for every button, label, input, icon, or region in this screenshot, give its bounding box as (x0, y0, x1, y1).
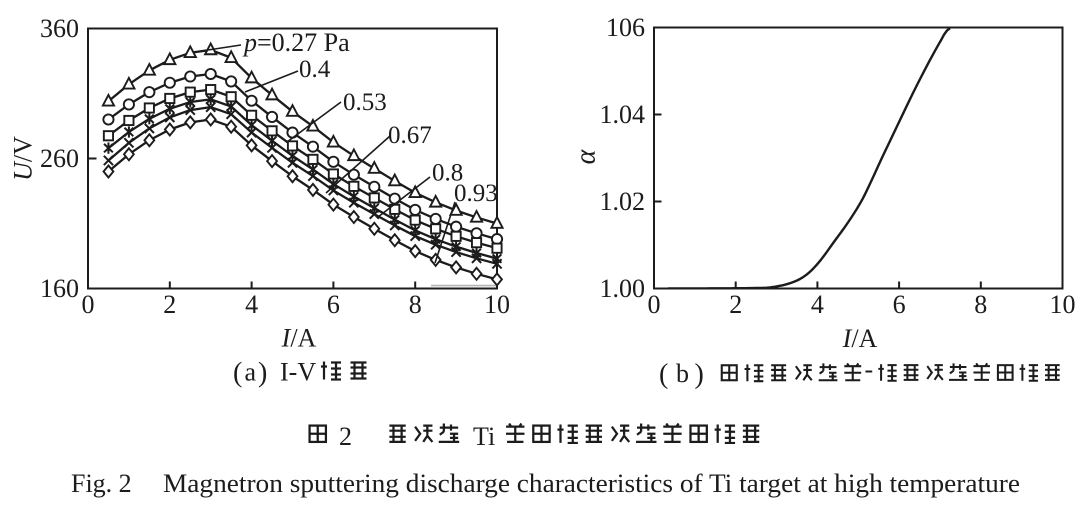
svg-text:I/A: I/A (842, 324, 878, 353)
svg-text:2: 2 (163, 290, 176, 319)
svg-text:): ) (695, 359, 704, 390)
svg-text:α: α (571, 148, 602, 164)
svg-text:b: b (676, 359, 689, 388)
svg-text:(: ( (659, 359, 668, 390)
svg-text:U/V: U/V (9, 136, 38, 181)
svg-text:0.93: 0.93 (454, 180, 498, 207)
svg-text:p=0.27 Pa: p=0.27 Pa (242, 28, 350, 57)
svg-text:Magnetron sputtering discharge: Magnetron sputtering discharge character… (163, 469, 1020, 498)
svg-text:4: 4 (811, 290, 824, 319)
svg-text:a: a (245, 358, 257, 387)
svg-text:8: 8 (409, 290, 422, 319)
svg-text:0.8: 0.8 (432, 160, 463, 187)
svg-text:10: 10 (484, 290, 510, 319)
svg-text:6: 6 (893, 290, 906, 319)
svg-text:10: 10 (1050, 290, 1076, 319)
svg-text:8: 8 (974, 290, 987, 319)
svg-text:1.02: 1.02 (600, 187, 646, 216)
svg-text:I-V: I-V (280, 358, 316, 387)
svg-text:0.67: 0.67 (388, 122, 432, 149)
svg-text:4: 4 (245, 290, 258, 319)
svg-text:0: 0 (82, 290, 95, 319)
svg-text:): ) (258, 358, 267, 389)
svg-text:1.04: 1.04 (600, 100, 646, 129)
svg-text:0.53: 0.53 (343, 89, 387, 116)
svg-text:1.00: 1.00 (600, 274, 646, 303)
svg-text:0.4: 0.4 (299, 56, 331, 83)
svg-text:260: 260 (40, 144, 79, 173)
svg-text:I/A: I/A (281, 324, 317, 353)
svg-text:Fig. 2: Fig. 2 (71, 469, 132, 498)
svg-text:Ti: Ti (473, 422, 495, 451)
svg-text:2: 2 (339, 422, 352, 451)
svg-text:106: 106 (606, 13, 645, 42)
svg-text:6: 6 (327, 290, 340, 319)
svg-text:0: 0 (648, 290, 661, 319)
svg-text:160: 160 (40, 274, 79, 303)
svg-text:2: 2 (729, 290, 742, 319)
svg-text:-: - (865, 355, 874, 384)
svg-text:360: 360 (40, 14, 79, 43)
svg-text:(: ( (233, 358, 242, 389)
